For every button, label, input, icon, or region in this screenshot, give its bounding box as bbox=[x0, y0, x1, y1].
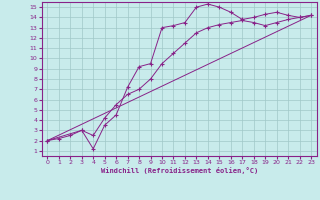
X-axis label: Windchill (Refroidissement éolien,°C): Windchill (Refroidissement éolien,°C) bbox=[100, 167, 258, 174]
